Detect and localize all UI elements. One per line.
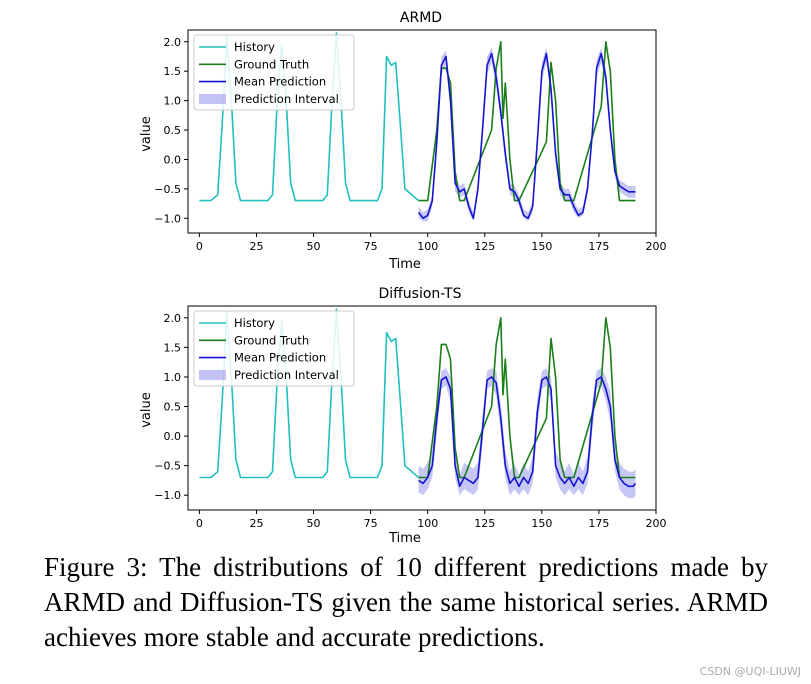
diffusion-ts-x-tick-label: 0 <box>196 517 203 530</box>
armd-x-tick-label: 200 <box>646 240 667 253</box>
diffusion-ts-x-tick-label: 150 <box>531 517 552 530</box>
armd-legend-swatch-prediction-interval <box>199 93 226 104</box>
armd-y-tick-label: −1.0 <box>154 212 181 225</box>
diffusion-ts-x-tick-label: 75 <box>364 517 378 530</box>
armd-legend-label-prediction-interval: Prediction Interval <box>234 92 339 106</box>
armd-x-ticks: 0 25 50 75 100 125 150 175 200 <box>196 233 667 253</box>
diffusion-ts-y-ticks: −1.0 −0.5 0.0 0.5 1.0 1.5 2.0 <box>154 312 188 502</box>
armd-legend-label-history: History <box>234 40 275 54</box>
armd-plot-frame <box>187 29 657 234</box>
diffusion-ts-title: Diffusion-TS <box>378 286 461 302</box>
armd-x-tick-label: 50 <box>307 240 321 253</box>
armd-x-axis-label: Time <box>388 257 421 272</box>
armd-title: ARMD <box>400 10 442 26</box>
diffusion-ts-legend: History Ground Truth Mean Prediction Predic… <box>193 310 355 387</box>
diffusion-ts-legend-label-prediction-interval: Prediction Interval <box>234 368 339 382</box>
diffusion-ts-x-ticks: 0 25 50 75 100 125 150 175 200 <box>196 510 667 530</box>
armd-history-line <box>199 32 420 202</box>
armd-x-tick-label: 175 <box>588 240 609 253</box>
diffusion-ts-legend-box <box>193 310 355 387</box>
armd-y-tick-label: 1.5 <box>164 65 182 78</box>
diffusion-ts-y-axis-label: value <box>139 392 154 428</box>
armd-y-tick-label: 0.5 <box>164 124 182 137</box>
armd-x-tick-label: 100 <box>417 240 438 253</box>
armd-legend: History Ground Truth Mean Prediction Predic… <box>193 34 355 111</box>
armd-mean-prediction-line <box>417 52 636 220</box>
diffusion-ts-prediction-interval-band <box>418 368 636 499</box>
diffusion-ts-x-tick-label: 200 <box>646 517 667 530</box>
diffusion-ts-series-lines <box>199 308 637 488</box>
diffusion-ts-x-tick-label: 50 <box>307 517 321 530</box>
diffusion-ts-x-tick-label: 25 <box>249 517 263 530</box>
armd-y-tick-label: −0.5 <box>154 183 181 196</box>
armd-legend-box <box>193 34 355 111</box>
diffusion-ts-x-tick-label: 175 <box>588 517 609 530</box>
diffusion-ts-prediction-interval-area <box>418 368 636 499</box>
diffusion-ts-y-tick-label: 0.0 <box>164 430 182 443</box>
diffusion-ts-x-tick-label: 100 <box>417 517 438 530</box>
diffusion-ts-y-tick-label: 0.5 <box>164 401 182 414</box>
diffusion-ts-plot-frame <box>187 305 657 511</box>
diffusion-ts-mean-prediction-line <box>418 376 637 488</box>
armd-x-tick-label: 75 <box>364 240 378 253</box>
armd-x-tick-label: 25 <box>249 240 263 253</box>
armd-y-tick-label: 2.0 <box>164 36 182 49</box>
diffusion-ts-legend-label-mean-prediction: Mean Prediction <box>234 351 326 365</box>
diffusion-ts-legend-swatch-prediction-interval <box>199 369 226 380</box>
armd-legend-label-mean-prediction: Mean Prediction <box>234 75 326 89</box>
figure: ARMD 0 25 50 75 100 125 150 175 200 −1.0 −0.5 0.0 0… <box>139 10 667 546</box>
diffusion-ts-panel: Diffusion-TS 0 25 50 75 100 125 150 175 200 −1.0… <box>139 286 667 546</box>
diffusion-ts-y-tick-label: 1.5 <box>164 341 182 354</box>
diffusion-ts-legend-label-history: History <box>234 316 275 330</box>
figure-caption: Figure 3: The distributions of 10 differ… <box>44 552 768 652</box>
armd-y-tick-label: 1.0 <box>164 95 182 108</box>
diffusion-ts-y-tick-label: −1.0 <box>154 489 181 502</box>
diffusion-ts-history-line <box>199 308 420 479</box>
armd-series-lines <box>199 32 636 220</box>
armd-legend-label-ground-truth: Ground Truth <box>234 57 309 71</box>
armd-panel: ARMD 0 25 50 75 100 125 150 175 200 −1.0 −0.5 0.0 0… <box>139 10 667 272</box>
diffusion-ts-y-tick-label: 2.0 <box>164 312 182 325</box>
diffusion-ts-legend-label-ground-truth: Ground Truth <box>234 333 309 347</box>
armd-x-tick-label: 125 <box>474 240 495 253</box>
armd-x-tick-label: 150 <box>531 240 552 253</box>
diffusion-ts-x-tick-label: 125 <box>474 517 495 530</box>
armd-y-ticks: −1.0 −0.5 0.0 0.5 1.0 1.5 2.0 <box>154 36 188 225</box>
armd-ground-truth-line <box>418 40 636 202</box>
armd-y-axis-label: value <box>139 116 154 152</box>
diffusion-ts-x-axis-label: Time <box>388 531 421 546</box>
armd-x-tick-label: 0 <box>196 240 203 253</box>
diffusion-ts-y-tick-label: 1.0 <box>164 371 182 384</box>
diffusion-ts-y-tick-label: −0.5 <box>154 460 181 473</box>
armd-y-tick-label: 0.0 <box>164 153 182 166</box>
watermark: CSDN @UQI-LIUWJ <box>699 665 801 678</box>
